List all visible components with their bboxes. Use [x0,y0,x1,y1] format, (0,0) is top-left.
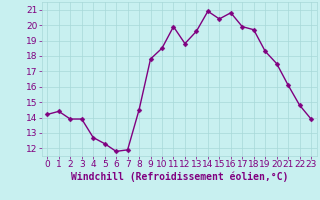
X-axis label: Windchill (Refroidissement éolien,°C): Windchill (Refroidissement éolien,°C) [70,172,288,182]
